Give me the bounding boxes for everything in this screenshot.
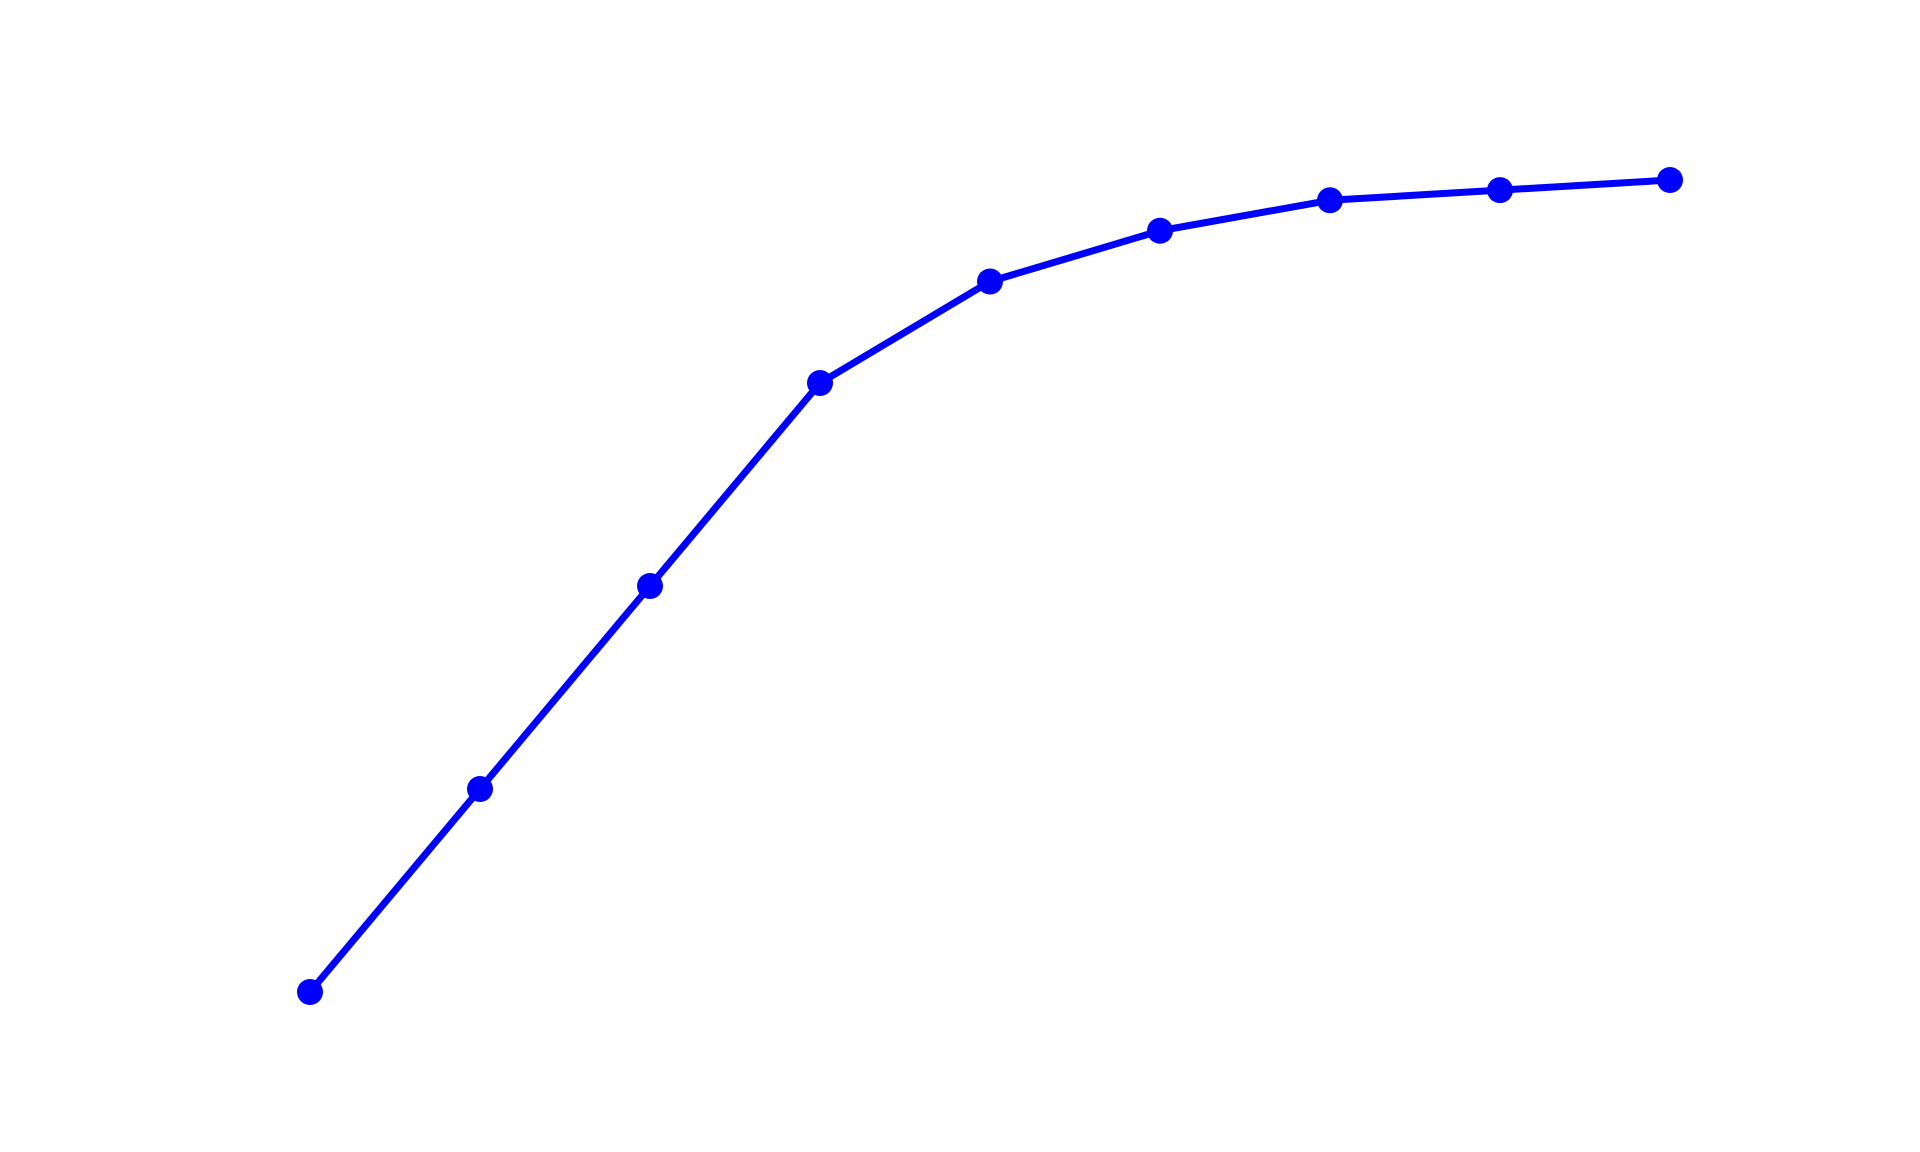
plot-area [297, 167, 1683, 1005]
data-point-7 [1317, 187, 1343, 214]
data-point-3 [637, 573, 663, 599]
series-line [307, 176, 1671, 995]
data-point-1 [297, 979, 323, 1005]
data-point-2 [467, 776, 493, 802]
data-point-5 [977, 268, 1003, 295]
data-point-4 [807, 370, 833, 396]
data-point-8 [1487, 177, 1513, 204]
data-point-9 [1657, 167, 1683, 193]
data-point-6 [1147, 217, 1173, 244]
